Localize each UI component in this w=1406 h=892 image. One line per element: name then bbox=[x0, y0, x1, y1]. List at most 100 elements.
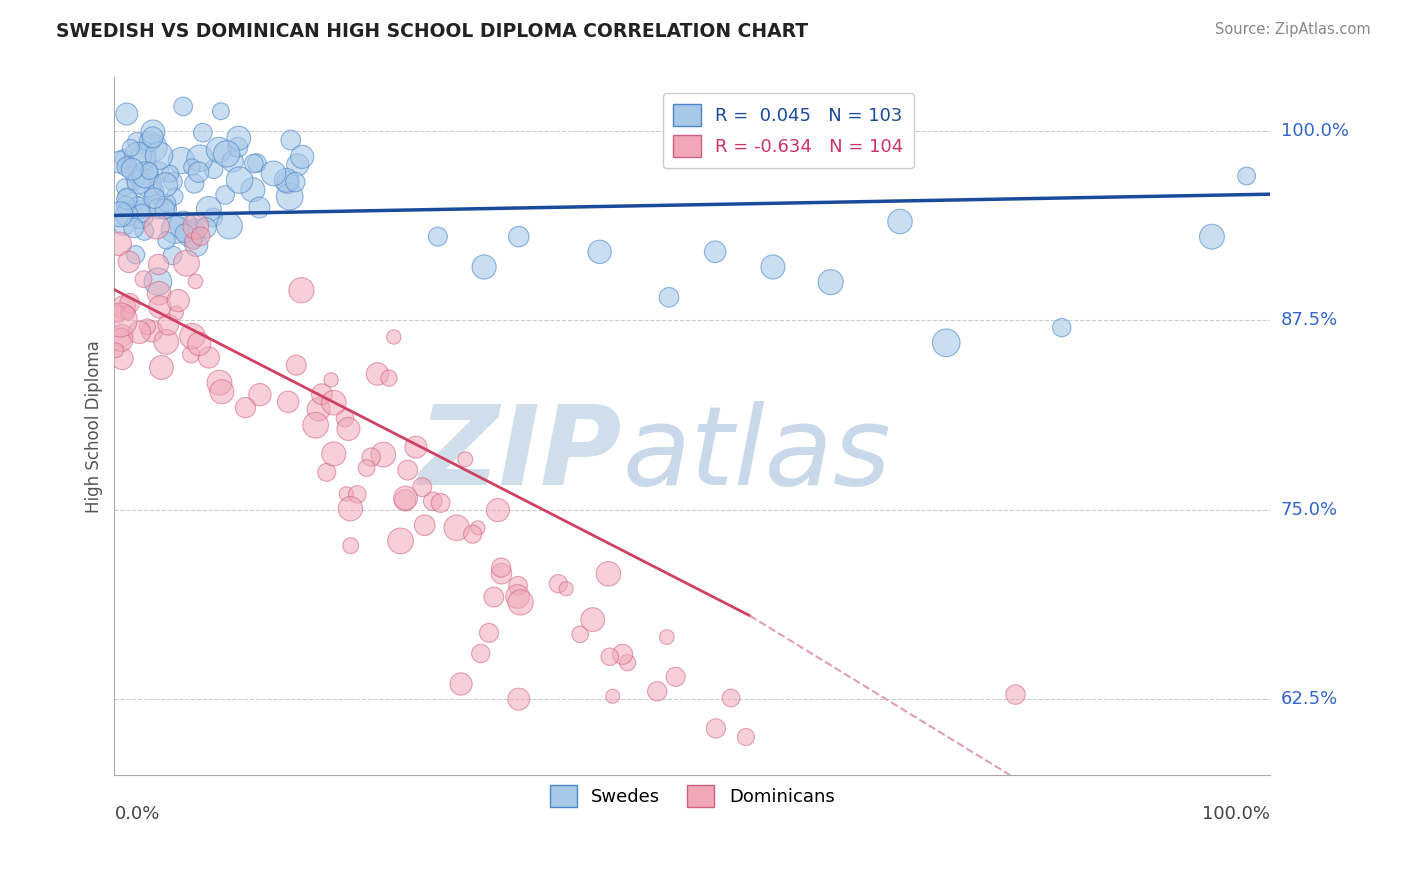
Point bbox=[422, 494, 444, 508]
Point bbox=[202, 211, 225, 225]
Point bbox=[114, 201, 136, 215]
Point bbox=[360, 450, 382, 464]
Point bbox=[138, 164, 160, 178]
Point bbox=[333, 411, 356, 425]
Point bbox=[291, 150, 314, 164]
Point bbox=[308, 402, 330, 417]
Point bbox=[889, 214, 911, 228]
Point bbox=[602, 690, 624, 704]
Point bbox=[242, 183, 264, 197]
Point bbox=[110, 333, 132, 347]
Point bbox=[115, 192, 138, 206]
Point bbox=[145, 219, 167, 234]
Point bbox=[508, 692, 530, 706]
Point bbox=[228, 131, 250, 145]
Point bbox=[127, 196, 149, 211]
Point bbox=[172, 218, 194, 232]
Point bbox=[148, 257, 170, 271]
Point bbox=[127, 168, 149, 182]
Point bbox=[489, 560, 512, 574]
Point bbox=[148, 149, 170, 163]
Point bbox=[184, 219, 207, 234]
Point bbox=[280, 133, 302, 147]
Point bbox=[146, 275, 169, 289]
Point bbox=[356, 461, 378, 475]
Point bbox=[276, 173, 298, 187]
Point bbox=[184, 220, 207, 235]
Point bbox=[124, 248, 146, 262]
Point bbox=[134, 168, 156, 182]
Point bbox=[114, 198, 136, 212]
Y-axis label: High School Diploma: High School Diploma bbox=[86, 340, 103, 513]
Point bbox=[198, 202, 221, 216]
Point bbox=[142, 130, 165, 145]
Point bbox=[108, 313, 131, 327]
Point bbox=[148, 286, 170, 301]
Point bbox=[322, 447, 344, 461]
Point bbox=[167, 293, 190, 308]
Point bbox=[155, 334, 177, 349]
Point bbox=[121, 162, 143, 177]
Point bbox=[150, 360, 173, 375]
Point bbox=[191, 126, 214, 140]
Point bbox=[337, 422, 360, 436]
Point bbox=[277, 394, 299, 409]
Point bbox=[235, 401, 257, 415]
Point bbox=[117, 190, 139, 204]
Point bbox=[935, 335, 957, 350]
Point bbox=[138, 135, 160, 149]
Point bbox=[1236, 169, 1258, 183]
Point bbox=[287, 158, 309, 172]
Point bbox=[569, 627, 592, 641]
Point bbox=[720, 691, 742, 706]
Point bbox=[382, 330, 405, 344]
Point bbox=[155, 202, 177, 216]
Point bbox=[176, 256, 198, 270]
Point bbox=[141, 324, 163, 338]
Point bbox=[413, 518, 436, 533]
Point bbox=[704, 722, 727, 736]
Point bbox=[486, 503, 509, 517]
Point bbox=[131, 206, 153, 220]
Point bbox=[426, 229, 449, 244]
Point bbox=[153, 202, 176, 216]
Point bbox=[155, 178, 177, 192]
Point bbox=[655, 630, 678, 644]
Point bbox=[454, 452, 477, 467]
Point bbox=[125, 135, 148, 149]
Point bbox=[429, 496, 451, 510]
Point bbox=[470, 647, 492, 661]
Point bbox=[162, 175, 184, 189]
Point bbox=[222, 154, 245, 169]
Point bbox=[208, 143, 231, 157]
Point bbox=[263, 166, 285, 180]
Point bbox=[446, 521, 468, 535]
Point bbox=[187, 165, 209, 179]
Point bbox=[322, 395, 344, 409]
Point bbox=[218, 219, 240, 233]
Text: 87.5%: 87.5% bbox=[1281, 311, 1339, 329]
Point bbox=[128, 208, 150, 222]
Point bbox=[115, 158, 138, 172]
Point bbox=[373, 448, 395, 462]
Point bbox=[1050, 320, 1073, 334]
Point bbox=[616, 656, 638, 670]
Point bbox=[117, 306, 139, 320]
Point bbox=[163, 189, 186, 203]
Point bbox=[304, 418, 326, 433]
Text: 100.0%: 100.0% bbox=[1281, 121, 1348, 139]
Point bbox=[136, 177, 159, 191]
Point bbox=[645, 684, 668, 698]
Point bbox=[461, 527, 484, 541]
Point bbox=[467, 521, 489, 535]
Point bbox=[249, 201, 271, 215]
Point bbox=[143, 191, 166, 205]
Point bbox=[148, 202, 170, 216]
Point bbox=[311, 387, 333, 401]
Point bbox=[665, 670, 688, 684]
Point bbox=[180, 160, 202, 174]
Point bbox=[506, 590, 529, 604]
Point bbox=[127, 201, 149, 215]
Point bbox=[134, 224, 156, 238]
Point bbox=[735, 730, 758, 744]
